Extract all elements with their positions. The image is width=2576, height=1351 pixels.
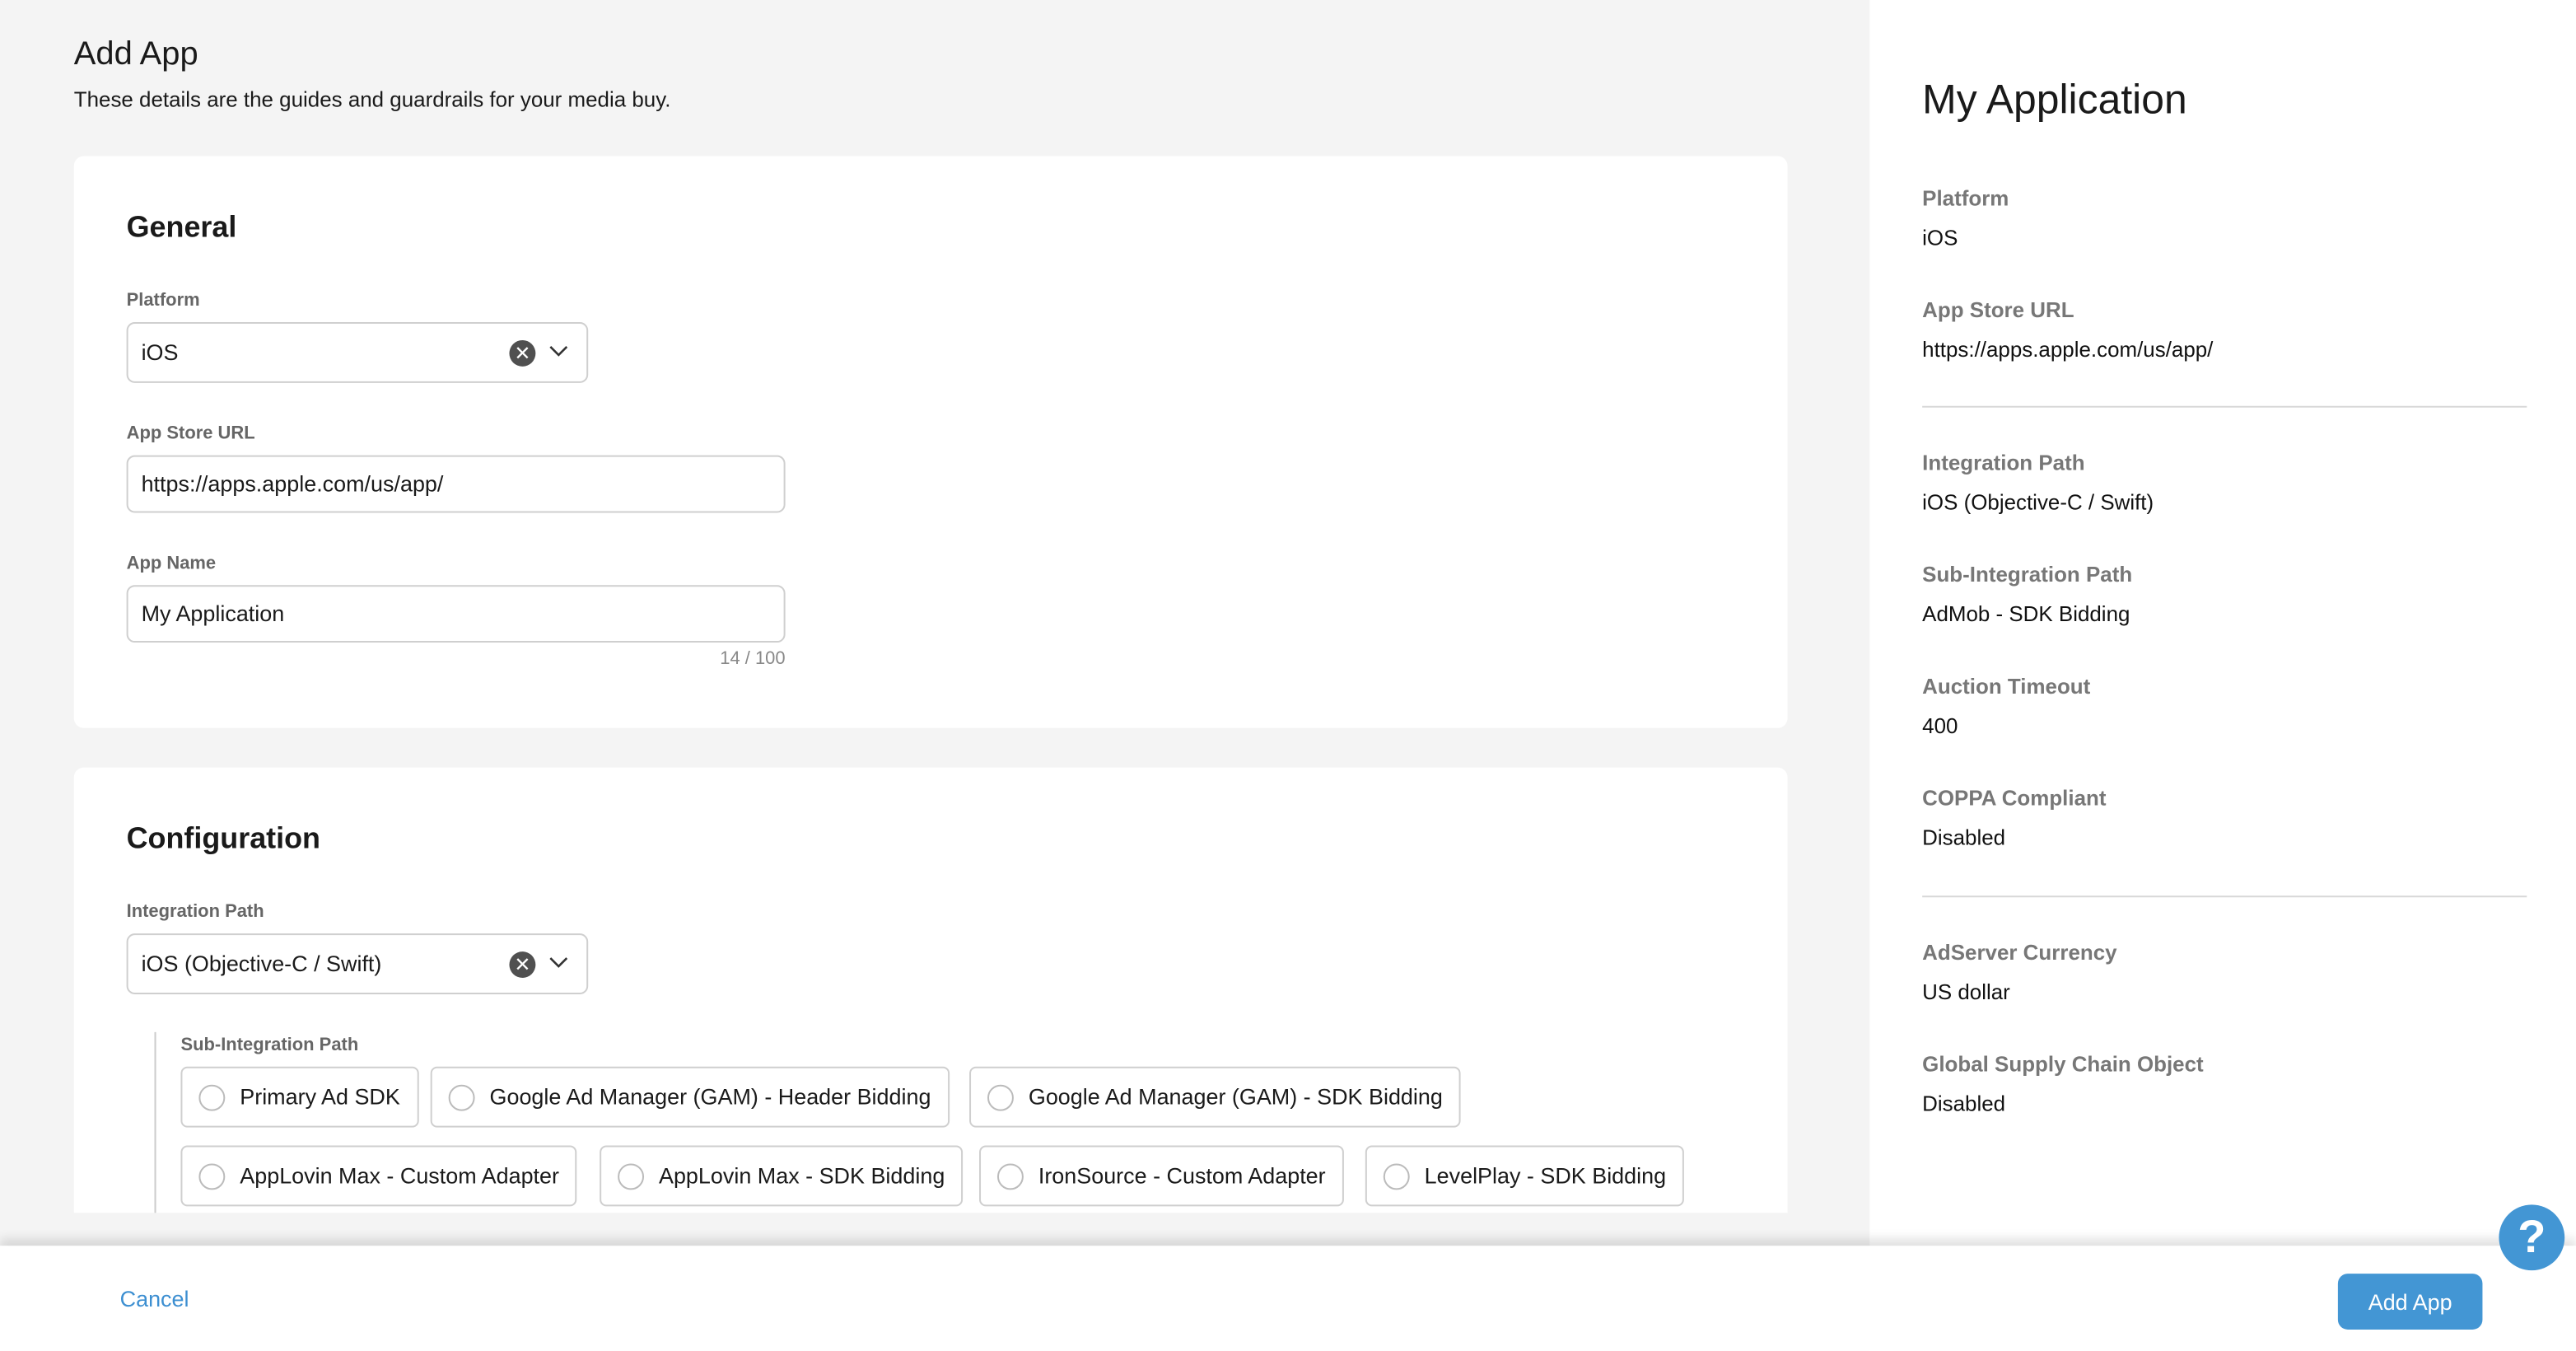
summary-label: Sub-Integration Path: [1922, 562, 2133, 587]
radio-icon: [1383, 1162, 1410, 1190]
radio-option[interactable]: Google Ad Manager (GAM) - SDK Bidding: [969, 1066, 1461, 1128]
clear-icon[interactable]: ✕: [509, 951, 536, 979]
configuration-card: Configuration Integration Path iOS (Obje…: [73, 767, 1788, 1213]
app-store-url-label: App Store URL: [126, 423, 255, 444]
radio-option[interactable]: AppLovin Max - Custom Adapter: [180, 1145, 577, 1207]
summary-value: Disabled: [1922, 825, 2006, 850]
summary-label: Platform: [1922, 185, 2009, 211]
radio-label: Google Ad Manager (GAM) - Header Bidding: [489, 1084, 931, 1110]
char-counter: 14 / 100: [720, 649, 786, 669]
radio-icon: [618, 1162, 645, 1190]
summary-value: 400: [1922, 713, 1958, 738]
chevron-down-icon[interactable]: [547, 339, 570, 362]
radio-icon: [448, 1083, 475, 1110]
cancel-button[interactable]: Cancel: [119, 1287, 189, 1312]
general-card: General Platform iOS ✕ App Store URL htt…: [73, 156, 1788, 728]
summary-value: iOS: [1922, 225, 1958, 250]
radio-label: LevelPlay - SDK Bidding: [1424, 1163, 1667, 1189]
platform-value: iOS: [141, 339, 179, 365]
indent-line: [154, 1031, 156, 1213]
summary-title: My Application: [1922, 77, 2187, 124]
form-area: Add App These details are the guides and…: [73, 35, 1788, 1213]
footer-bar: Cancel Add App: [0, 1246, 2576, 1351]
app-store-url-input[interactable]: https://apps.apple.com/us/app/: [126, 455, 786, 513]
radio-label: Primary Ad SDK: [240, 1084, 400, 1110]
integration-path-label: Integration Path: [126, 902, 264, 923]
question-icon: ?: [2518, 1211, 2546, 1263]
add-app-button[interactable]: Add App: [2337, 1274, 2483, 1330]
sub-integration-label: Sub-Integration Path: [180, 1035, 359, 1055]
page-title: Add App: [73, 35, 198, 72]
radio-icon: [198, 1162, 226, 1190]
radio-option[interactable]: Google Ad Manager (GAM) - Header Bidding: [430, 1066, 950, 1128]
summary-label: App Store URL: [1922, 297, 2074, 323]
summary-label: COPPA Compliant: [1922, 785, 2107, 811]
integration-path-select[interactable]: iOS (Objective-C / Swift) ✕: [126, 933, 589, 994]
radio-label: Google Ad Manager (GAM) - SDK Bidding: [1028, 1084, 1443, 1110]
app-store-url-value: https://apps.apple.com/us/app/: [141, 471, 444, 497]
platform-label: Platform: [126, 291, 200, 311]
summary-label: Global Supply Chain Object: [1922, 1051, 2204, 1077]
section-title: Configuration: [126, 821, 320, 855]
radio-label: AppLovin Max - SDK Bidding: [658, 1163, 945, 1189]
help-button[interactable]: ?: [2499, 1204, 2565, 1271]
divider: [1922, 405, 2527, 408]
page-subtitle: These details are the guides and guardra…: [73, 86, 671, 112]
summary-value: https://apps.apple.com/us/app/: [1922, 336, 2214, 362]
chevron-down-icon[interactable]: [547, 950, 570, 973]
platform-select[interactable]: iOS ✕: [126, 322, 589, 383]
radio-icon: [987, 1083, 1014, 1110]
radio-option[interactable]: Primary Ad SDK: [180, 1066, 418, 1128]
radio-option[interactable]: IronSource - Custom Adapter: [979, 1145, 1344, 1207]
app-name-label: App Name: [126, 554, 217, 574]
radio-option[interactable]: AppLovin Max - SDK Bidding: [600, 1145, 964, 1207]
summary-value: US dollar: [1922, 979, 2010, 1004]
clear-icon[interactable]: ✕: [509, 339, 536, 367]
summary-value: AdMob - SDK Bidding: [1922, 601, 2130, 627]
radio-icon: [996, 1162, 1024, 1190]
app-name-input[interactable]: My Application: [126, 585, 786, 643]
integration-path-value: iOS (Objective-C / Swift): [141, 951, 382, 977]
section-title: General: [126, 210, 237, 244]
radio-label: AppLovin Max - Custom Adapter: [240, 1163, 560, 1189]
summary-label: Integration Path: [1922, 450, 2085, 475]
summary-value: iOS (Objective-C / Swift): [1922, 489, 2154, 515]
app-name-value: My Application: [141, 601, 285, 627]
summary-value: Disabled: [1922, 1091, 2006, 1116]
summary-label: AdServer Currency: [1922, 940, 2117, 965]
summary-panel: My Application Platform iOS App Store UR…: [1869, 0, 2576, 1351]
divider: [1922, 895, 2527, 898]
summary-label: Auction Timeout: [1922, 673, 2091, 699]
radio-option[interactable]: LevelPlay - SDK Bidding: [1365, 1145, 1685, 1207]
radio-label: IronSource - Custom Adapter: [1038, 1163, 1326, 1189]
radio-icon: [198, 1083, 226, 1110]
